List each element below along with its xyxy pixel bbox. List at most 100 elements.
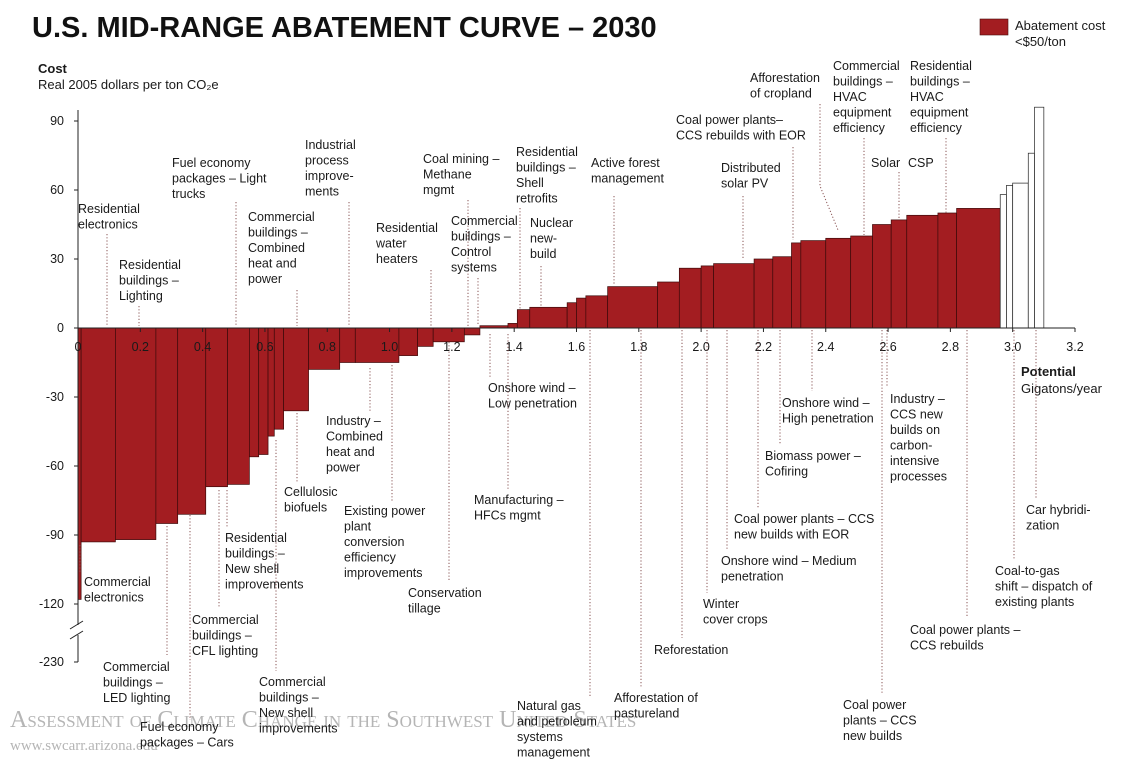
axis-break [69, 620, 84, 630]
bar [999, 194, 1007, 329]
bar [937, 212, 957, 329]
annotation-label: and petroleum [517, 715, 597, 729]
bar [516, 309, 531, 329]
x-tick-label: 0 [75, 340, 82, 354]
annotation-label: Solar [871, 156, 900, 170]
annotation-label: builds on [890, 423, 940, 437]
annotation-label: Fuel economy [172, 156, 251, 170]
annotation-label: buildings – [451, 230, 511, 244]
annotation-label: shift – dispatch of [995, 580, 1093, 594]
bar [1034, 106, 1045, 329]
annotation-label: process [305, 154, 349, 168]
annotation-label: Residential [910, 59, 972, 73]
annotation-label: heat and [248, 257, 297, 271]
annotation-label: management [517, 746, 590, 760]
bar [1027, 152, 1035, 329]
x-tick-label: 3.2 [1066, 340, 1083, 354]
annotation-label: systems [451, 261, 497, 275]
annotation-label: Shell [516, 176, 544, 190]
annotation-label: buildings – [192, 629, 252, 643]
y-tick-label: -30 [46, 390, 64, 404]
annotation-label: carbon- [890, 439, 932, 453]
y-tick-label: -230 [39, 655, 64, 669]
annotation-label: Existing power [344, 504, 425, 518]
annotation-label: Winter [703, 597, 739, 611]
annotation-label: HVAC [910, 90, 944, 104]
annotation-label: ments [305, 185, 339, 199]
annotation-label: Industry – [890, 392, 945, 406]
annotation-label: Conservation [408, 586, 482, 600]
bar [791, 242, 802, 329]
x-tick-label: 2.4 [817, 340, 834, 354]
annotation-label: new builds with EOR [734, 528, 849, 542]
bar [273, 327, 284, 430]
y-tick-label: -60 [46, 459, 64, 473]
y-tick-label: -120 [39, 597, 64, 611]
annotation-label: Cofiring [765, 465, 808, 479]
annotation-label: Cellulosic [284, 485, 338, 499]
annotation-label: new- [530, 232, 557, 246]
bar [398, 327, 418, 356]
annotation-label: CCS rebuilds [910, 639, 984, 653]
bar [115, 327, 157, 540]
annotation-label: LED lighting [103, 691, 170, 705]
x-tick-label: 1.0 [381, 340, 398, 354]
y-tick-label: 60 [50, 183, 64, 197]
bar [566, 302, 577, 329]
annotation-label: Lighting [119, 289, 163, 303]
annotation-label: Biomass power – [765, 449, 861, 463]
annotation-label: Active forest [591, 156, 660, 170]
bar [283, 327, 309, 412]
annotation-label: Residential [119, 258, 181, 272]
annotation-label: Natural gas [517, 699, 581, 713]
annotation-label: Nuclear [530, 216, 573, 230]
annotation-label: electronics [84, 591, 144, 605]
x-tick-label: 0.4 [194, 340, 211, 354]
annotation-label: Coal power [843, 698, 906, 712]
bar [713, 263, 755, 329]
y-tick-label: -90 [46, 528, 64, 542]
annotation-label: penetration [721, 570, 784, 584]
annotation-label: Coal-to-gas [995, 564, 1060, 578]
annotation-label: heaters [376, 252, 418, 266]
annotation-label: Industrial [305, 138, 356, 152]
x-tick-label: 1.2 [443, 340, 460, 354]
annotation-label: buildings – [225, 547, 285, 561]
annotation-label: intensive [890, 454, 939, 468]
bar [825, 237, 852, 329]
annotation-label: improve- [305, 169, 354, 183]
annotation-label: CCS rebuilds with EOR [676, 129, 806, 143]
bar [529, 306, 568, 329]
annotation-label: of cropland [750, 87, 812, 101]
annotation-label: Coal power plants – CCS [734, 512, 874, 526]
bar [956, 208, 1001, 329]
bar [1006, 185, 1014, 329]
annotation-label: CFL lighting [192, 644, 258, 658]
bar [507, 323, 518, 329]
y-axis-title: Cost [38, 61, 68, 76]
annotation-label: packages – Cars [140, 736, 234, 750]
annotation-label: equipment [833, 106, 892, 120]
annotation-label: Car hybridi- [1026, 503, 1091, 517]
annotation-label: Commercial [192, 613, 259, 627]
y-tick-label: 0 [57, 321, 64, 335]
annotation-label: HFCs mgmt [474, 509, 541, 523]
annotation-label: processes [890, 470, 947, 484]
annotation-label: buildings – [910, 75, 970, 89]
bar [800, 240, 827, 329]
annotation-label: buildings – [119, 274, 179, 288]
annotation-label: improvements [225, 578, 304, 592]
bar [463, 327, 481, 336]
annotation-label: power [248, 272, 282, 286]
annotation-label: Fuel economy [140, 720, 219, 734]
annotation-label: Commercial [451, 214, 518, 228]
annotation-label: Combined [326, 430, 383, 444]
annotation-label: cover crops [703, 613, 768, 627]
annotation-label: Combined [248, 241, 305, 255]
annotation-label: Methane [423, 168, 472, 182]
annotation-label: improvements [344, 566, 423, 580]
chart-title: U.S. MID-RANGE ABATEMENT CURVE – 2030 [32, 12, 657, 44]
annotation-label: New shell [259, 706, 313, 720]
bar [227, 327, 250, 485]
